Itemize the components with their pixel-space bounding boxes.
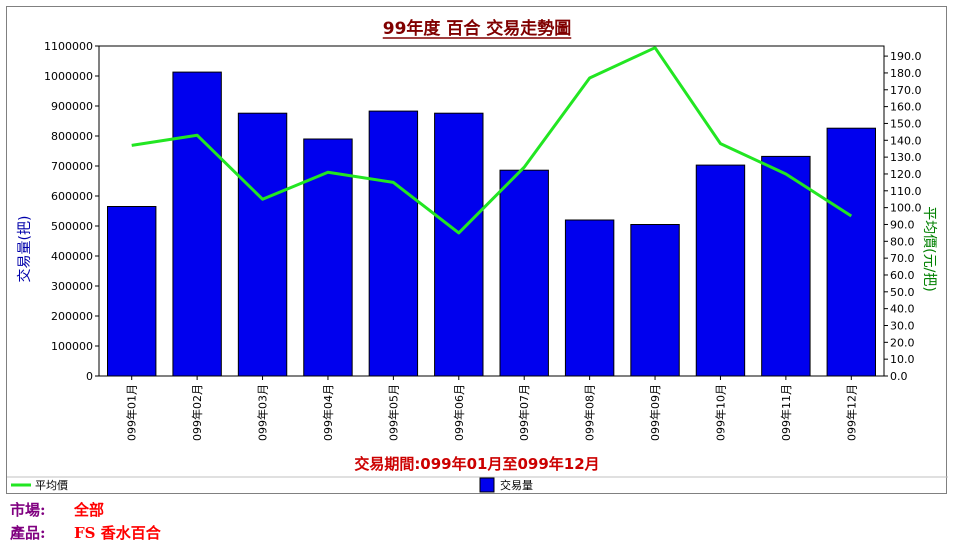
product-label: 產品: bbox=[10, 524, 46, 542]
right-tick-label: 190.0 bbox=[890, 50, 922, 63]
right-tick-label: 60.0 bbox=[890, 269, 915, 282]
left-tick-label: 900000 bbox=[51, 100, 93, 113]
market-row: 市場: 全部 bbox=[10, 499, 104, 520]
right-tick-label: 150.0 bbox=[890, 117, 922, 130]
legend-bar-label: 交易量 bbox=[500, 478, 533, 492]
bar bbox=[695, 164, 746, 377]
left-tick-label: 1000000 bbox=[44, 70, 93, 83]
left-tick-label: 300000 bbox=[51, 280, 93, 293]
right-tick-label: 90.0 bbox=[890, 218, 915, 231]
legend-bar-swatch bbox=[479, 477, 495, 493]
chart-svg: 99年度 百合 交易走勢圖 交易量(把) 平均價(元/把) 交易期間:099年0… bbox=[7, 18, 948, 493]
right-tick-label: 80.0 bbox=[890, 235, 915, 248]
bar bbox=[237, 112, 288, 377]
left-tick-label: 700000 bbox=[51, 160, 93, 173]
right-tick-label: 170.0 bbox=[890, 84, 922, 97]
legend-line-label: 平均價 bbox=[35, 478, 68, 492]
bar bbox=[630, 224, 680, 377]
bar bbox=[564, 219, 615, 377]
bar bbox=[368, 110, 419, 377]
right-tick-label: 70.0 bbox=[890, 252, 915, 265]
market-label: 市場: bbox=[10, 501, 46, 519]
x-tick-label: 099年03月 bbox=[256, 384, 270, 441]
bar bbox=[172, 71, 222, 377]
left-tick-label: 600000 bbox=[51, 190, 93, 203]
x-tick-label: 099年08月 bbox=[583, 384, 597, 441]
x-tick-label: 099年02月 bbox=[190, 384, 204, 441]
product-value: FS 香水百合 bbox=[74, 524, 161, 542]
period-label: 交易期間:099年01月至099年12月 bbox=[354, 455, 599, 473]
legend: 平均價 交易量 bbox=[11, 477, 533, 493]
right-tick-label: 140.0 bbox=[890, 134, 922, 147]
left-tick-label: 800000 bbox=[51, 130, 93, 143]
right-axis-label: 平均價(元/把) bbox=[921, 206, 938, 292]
right-tick-label: 0.0 bbox=[890, 370, 908, 383]
right-tick-label: 20.0 bbox=[890, 336, 915, 349]
plot-area: 0 100000 200000 300000 400000 500000 600000 700… bbox=[44, 40, 922, 441]
x-tick-label: 099年12月 bbox=[844, 384, 858, 441]
chart-frame: 99年度 百合 交易走勢圖 交易量(把) 平均價(元/把) 交易期間:099年0… bbox=[6, 6, 948, 494]
bar bbox=[107, 206, 157, 377]
avg-price-line bbox=[131, 46, 853, 235]
bar bbox=[499, 169, 549, 377]
product-row: 產品: FS 香水百合 bbox=[10, 522, 161, 543]
x-tick-label: 099年09月 bbox=[648, 384, 662, 441]
right-tick-label: 160.0 bbox=[890, 101, 922, 114]
left-tick-label: 400000 bbox=[51, 250, 93, 263]
right-tick-label: 130.0 bbox=[890, 151, 922, 164]
x-tick-label: 099年07月 bbox=[517, 384, 531, 441]
left-tick-label: 1100000 bbox=[44, 40, 93, 53]
x-tick-label: 099年11月 bbox=[779, 384, 793, 441]
left-tick-label: 0 bbox=[86, 370, 93, 383]
market-value: 全部 bbox=[74, 501, 105, 519]
bar bbox=[826, 127, 876, 377]
right-tick-label: 180.0 bbox=[890, 67, 922, 80]
x-tick-label: 099年04月 bbox=[321, 384, 335, 441]
bar bbox=[761, 155, 811, 377]
right-tick-label: 40.0 bbox=[890, 303, 915, 316]
right-tick-label: 10.0 bbox=[890, 353, 915, 366]
x-tick-label: 099年10月 bbox=[713, 384, 727, 441]
right-tick-label: 110.0 bbox=[890, 185, 922, 198]
chart-title: 99年度 百合 交易走勢圖 bbox=[383, 18, 572, 39]
right-tick-label: 30.0 bbox=[890, 319, 915, 332]
right-tick-label: 100.0 bbox=[890, 202, 922, 215]
x-tick-label: 099年01月 bbox=[125, 384, 139, 441]
left-axis-label: 交易量(把) bbox=[16, 216, 33, 283]
x-tick-label: 099年05月 bbox=[386, 384, 400, 441]
left-tick-label: 100000 bbox=[51, 340, 93, 353]
plot-frame bbox=[98, 45, 885, 377]
x-tick-label: 099年06月 bbox=[452, 384, 466, 441]
left-tick-label: 500000 bbox=[51, 220, 93, 233]
right-tick-label: 120.0 bbox=[890, 168, 922, 181]
right-tick-label: 50.0 bbox=[890, 286, 915, 299]
left-tick-label: 200000 bbox=[51, 310, 93, 323]
bar bbox=[434, 112, 484, 377]
